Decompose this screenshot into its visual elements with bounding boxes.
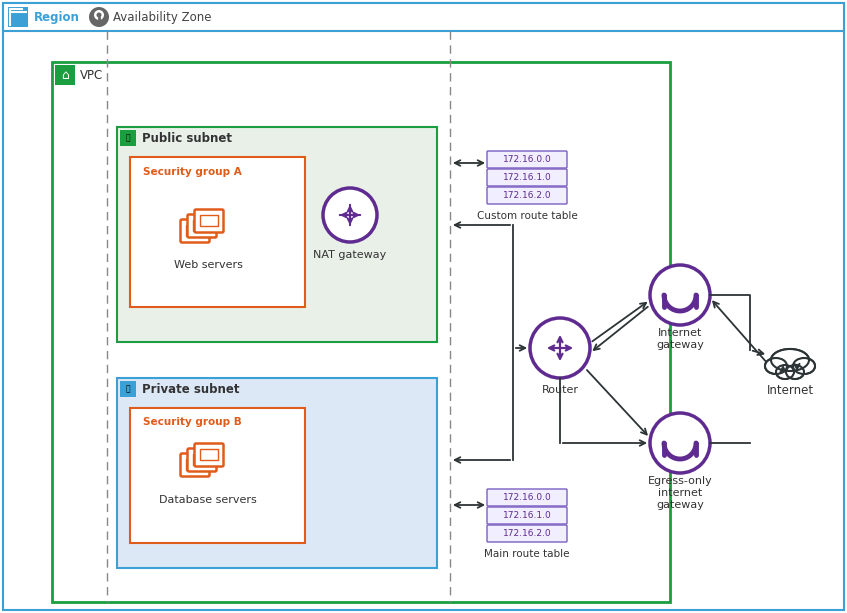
Text: Custom route table: Custom route table: [477, 211, 578, 221]
FancyBboxPatch shape: [487, 187, 567, 204]
Ellipse shape: [794, 359, 814, 373]
Bar: [3, 3, 844, 31]
Ellipse shape: [777, 366, 793, 378]
Bar: [52, 62, 670, 602]
FancyBboxPatch shape: [487, 507, 567, 524]
Circle shape: [650, 265, 710, 325]
Bar: [200, 449, 218, 460]
Bar: [186, 459, 204, 470]
Text: Availability Zone: Availability Zone: [113, 10, 212, 23]
Circle shape: [97, 12, 102, 18]
Bar: [8, 7, 28, 27]
Text: 172.16.2.0: 172.16.2.0: [502, 529, 551, 538]
Bar: [130, 408, 305, 543]
Text: Web servers: Web servers: [174, 260, 242, 270]
FancyBboxPatch shape: [187, 215, 217, 237]
Text: 172.16.0.0: 172.16.0.0: [502, 155, 551, 164]
Text: Internet
gateway: Internet gateway: [656, 328, 704, 350]
Text: Security group B: Security group B: [143, 417, 241, 427]
Text: Security group A: Security group A: [143, 167, 241, 177]
Bar: [55, 65, 75, 85]
Text: 🔒: 🔒: [125, 134, 130, 142]
Text: Database servers: Database servers: [159, 495, 257, 505]
Text: 172.16.1.0: 172.16.1.0: [502, 511, 551, 520]
Bar: [120, 130, 136, 146]
Bar: [117, 378, 437, 568]
Bar: [117, 127, 437, 342]
FancyBboxPatch shape: [180, 219, 209, 243]
Text: ⌂: ⌂: [61, 69, 69, 82]
FancyBboxPatch shape: [195, 210, 224, 232]
Ellipse shape: [772, 350, 808, 370]
Text: 172.16.0.0: 172.16.0.0: [502, 493, 551, 502]
FancyBboxPatch shape: [487, 169, 567, 186]
Ellipse shape: [771, 349, 809, 371]
Text: Router: Router: [541, 385, 579, 395]
Text: Internet: Internet: [767, 384, 814, 397]
Bar: [186, 225, 204, 236]
Bar: [193, 454, 211, 465]
Bar: [193, 220, 211, 231]
Text: 172.16.2.0: 172.16.2.0: [502, 191, 551, 200]
Text: 172.16.1.0: 172.16.1.0: [502, 173, 551, 182]
FancyBboxPatch shape: [187, 449, 217, 471]
Text: Region: Region: [34, 10, 80, 23]
FancyBboxPatch shape: [487, 489, 567, 506]
FancyBboxPatch shape: [195, 443, 224, 466]
FancyBboxPatch shape: [180, 454, 209, 476]
Text: NAT gateway: NAT gateway: [313, 250, 386, 260]
FancyBboxPatch shape: [487, 151, 567, 168]
Bar: [120, 381, 136, 397]
Text: Main route table: Main route table: [484, 549, 570, 559]
Circle shape: [94, 10, 104, 20]
Ellipse shape: [776, 365, 794, 379]
Ellipse shape: [765, 358, 787, 374]
Text: 🔒: 🔒: [125, 384, 130, 394]
Ellipse shape: [787, 366, 803, 378]
Circle shape: [323, 188, 377, 242]
Ellipse shape: [786, 365, 804, 379]
Circle shape: [650, 413, 710, 473]
Ellipse shape: [793, 358, 815, 374]
Circle shape: [530, 318, 590, 378]
Text: Egress-only
internet
gateway: Egress-only internet gateway: [648, 476, 712, 509]
Text: VPC: VPC: [80, 69, 103, 82]
Text: Public subnet: Public subnet: [142, 132, 232, 145]
Ellipse shape: [766, 359, 786, 373]
Bar: [200, 215, 218, 226]
Circle shape: [89, 7, 109, 27]
Text: Private subnet: Private subnet: [142, 383, 240, 395]
FancyBboxPatch shape: [487, 525, 567, 542]
Bar: [130, 157, 305, 307]
